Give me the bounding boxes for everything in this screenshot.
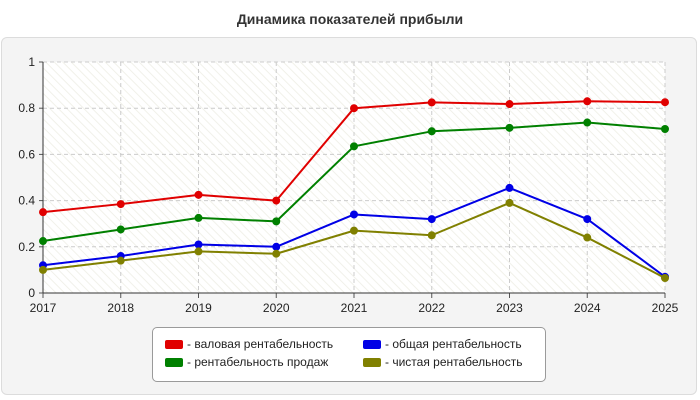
legend-item-net: - чистая рентабельность [363,355,522,369]
data-point [194,247,203,256]
legend-item-gross: - валовая рентабельность [165,337,333,351]
x-tick-label: 2020 [263,301,290,315]
data-point [194,240,203,249]
data-point [427,98,436,107]
legend-swatch-gross [165,339,183,349]
x-tick-label: 2017 [30,301,57,315]
y-tick-label: 0.2 [18,240,35,254]
legend-label-gross: - валовая рентабельность [187,337,334,351]
legend-swatch-sales [165,357,183,367]
legend-label-overall: - общая рентабельность [385,337,522,351]
data-point [583,215,592,224]
data-point [661,124,669,133]
data-point [583,233,592,242]
x-tick-label: 2018 [107,301,134,315]
data-point [116,256,125,265]
data-point [505,100,514,109]
legend-item-overall: - общая рентабельность [363,337,522,351]
legend-item-sales: - рентабельность продаж [165,355,328,369]
data-point [505,123,514,132]
data-point [194,190,203,199]
chart-title: Динамика показателей прибыли [236,11,464,27]
data-point [272,242,281,251]
data-point [116,225,125,234]
legend: - валовая рентабельность - общая рентабе… [152,327,546,382]
y-tick-label: 0 [28,286,35,300]
y-tick-label: 1 [28,55,35,69]
data-point [661,273,669,282]
data-point [350,104,358,113]
data-point [505,198,514,207]
y-tick-label: 0.8 [18,101,35,115]
legend-label-net: - чистая рентабельность [385,355,523,369]
data-point [427,231,436,240]
data-point [272,196,281,205]
x-tick-label: 2021 [341,301,368,315]
data-point [350,142,358,151]
data-point [272,249,281,258]
data-point [583,97,592,106]
data-point [350,210,358,219]
data-point [583,118,592,127]
data-point [350,226,358,235]
y-tick-label: 0.6 [18,147,35,161]
data-point [39,208,47,217]
data-point [427,215,436,224]
x-tick-label: 2023 [496,301,523,315]
y-tick-label: 0.4 [18,194,35,208]
legend-label-sales: - рентабельность продаж [187,355,329,369]
x-tick-label: 2024 [574,301,601,315]
data-point [427,127,436,136]
legend-swatch-net [363,357,381,367]
data-point [272,217,281,226]
x-tick-label: 2025 [652,301,679,315]
legend-swatch-overall [363,339,381,349]
data-point [194,213,203,222]
data-point [39,237,47,246]
x-tick-label: 2022 [418,301,445,315]
data-point [116,200,125,209]
x-tick-label: 2019 [185,301,212,315]
data-point [505,183,514,192]
data-point [661,98,669,107]
data-point [39,265,47,274]
